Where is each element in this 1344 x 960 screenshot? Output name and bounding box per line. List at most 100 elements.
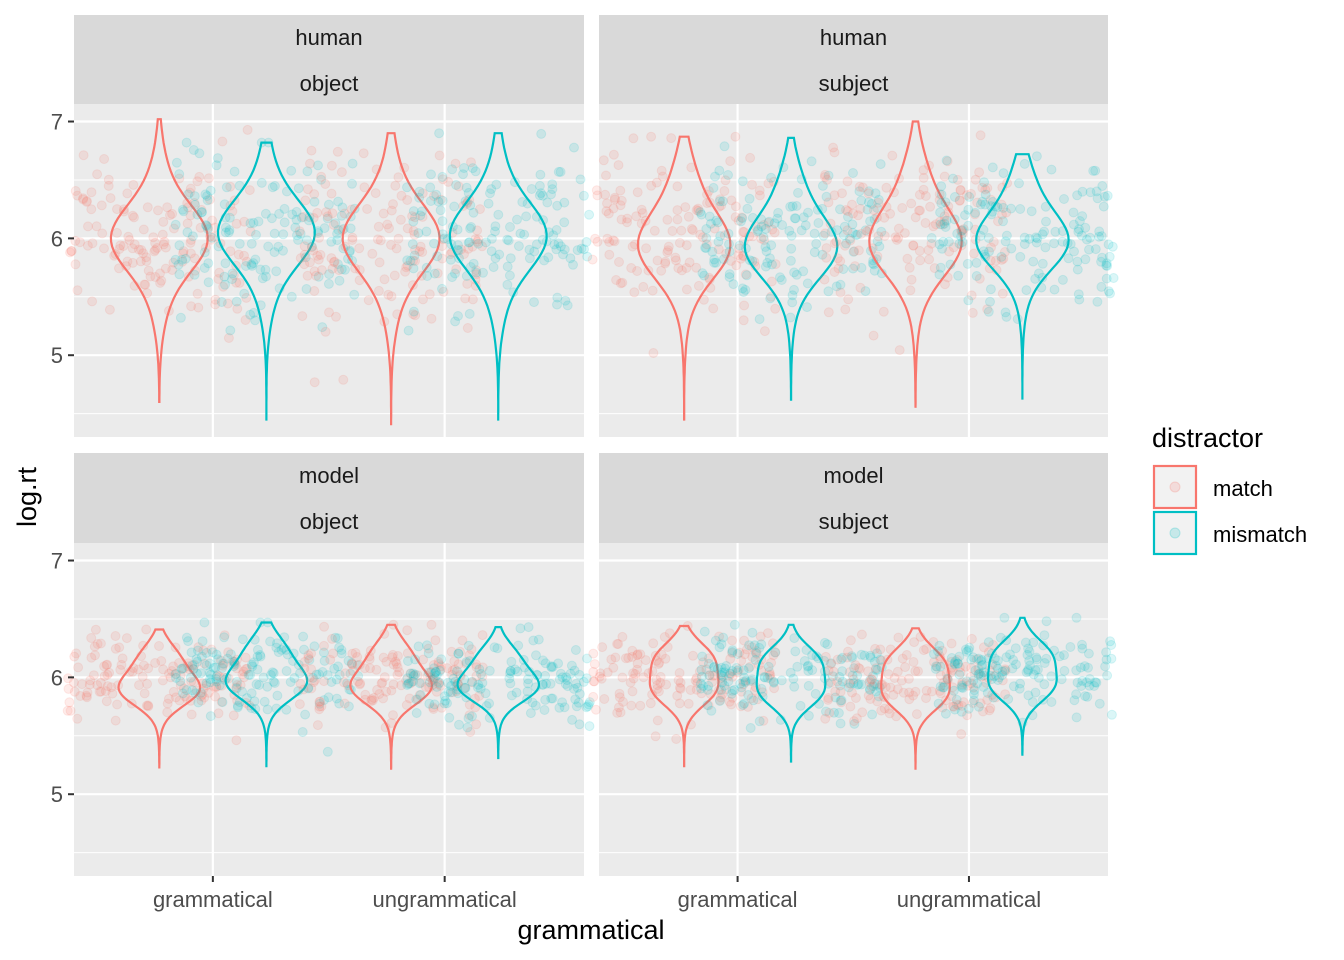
data-point bbox=[336, 167, 347, 178]
data-point bbox=[103, 180, 114, 191]
data-point bbox=[309, 377, 320, 388]
data-point bbox=[809, 247, 820, 258]
data-point bbox=[698, 681, 709, 691]
data-point bbox=[425, 182, 436, 193]
data-point bbox=[803, 665, 814, 676]
data-point bbox=[853, 662, 864, 673]
data-point bbox=[974, 273, 985, 284]
data-point bbox=[683, 698, 694, 709]
data-point bbox=[982, 694, 993, 705]
data-point bbox=[410, 256, 420, 266]
data-point bbox=[733, 664, 744, 675]
data-point bbox=[331, 693, 342, 704]
data-point bbox=[589, 659, 600, 670]
data-point bbox=[464, 237, 475, 248]
data-point bbox=[327, 263, 338, 274]
data-point bbox=[656, 649, 667, 660]
data-point bbox=[465, 727, 476, 737]
data-point bbox=[557, 697, 568, 708]
data-point bbox=[381, 686, 392, 697]
data-point bbox=[560, 295, 571, 306]
data-point bbox=[1108, 273, 1119, 283]
data-point bbox=[540, 670, 551, 681]
data-point bbox=[701, 224, 712, 234]
data-point bbox=[503, 235, 514, 246]
data-point bbox=[596, 673, 607, 684]
data-point bbox=[616, 214, 627, 225]
data-point bbox=[1039, 630, 1050, 641]
data-point bbox=[153, 205, 163, 216]
data-point bbox=[486, 246, 497, 257]
data-point bbox=[900, 662, 911, 673]
data-point bbox=[691, 205, 702, 215]
data-point bbox=[1046, 671, 1057, 682]
data-point bbox=[830, 692, 841, 703]
data-point bbox=[879, 212, 890, 223]
data-point bbox=[963, 645, 974, 656]
data-point bbox=[767, 224, 778, 235]
data-point bbox=[434, 150, 445, 161]
data-point bbox=[115, 664, 126, 675]
data-point bbox=[449, 656, 460, 667]
data-point bbox=[430, 667, 441, 678]
data-point bbox=[377, 677, 388, 688]
data-point bbox=[968, 248, 979, 259]
data-point bbox=[386, 239, 396, 250]
data-point bbox=[334, 265, 344, 276]
data-point bbox=[769, 227, 780, 238]
data-point bbox=[141, 700, 152, 711]
data-point bbox=[604, 237, 615, 247]
data-point bbox=[182, 218, 193, 229]
data-point bbox=[1006, 203, 1016, 214]
data-point bbox=[326, 188, 337, 199]
data-point bbox=[575, 174, 586, 185]
data-point bbox=[1057, 274, 1068, 285]
data-point bbox=[795, 700, 806, 711]
data-point bbox=[723, 228, 734, 239]
data-point bbox=[164, 668, 174, 679]
data-point bbox=[852, 670, 863, 681]
data-point bbox=[754, 314, 765, 325]
data-point bbox=[306, 145, 317, 156]
data-point bbox=[798, 212, 809, 223]
data-point bbox=[505, 668, 516, 679]
data-point bbox=[102, 669, 113, 680]
data-point bbox=[936, 198, 947, 209]
data-point bbox=[835, 287, 846, 298]
data-point bbox=[99, 661, 110, 672]
data-point bbox=[319, 695, 329, 706]
data-point bbox=[1077, 639, 1087, 650]
legend-key-match: match bbox=[1152, 464, 1273, 510]
data-point bbox=[240, 261, 251, 271]
data-point bbox=[705, 218, 716, 229]
data-point bbox=[1059, 194, 1069, 204]
data-point bbox=[985, 703, 996, 714]
data-point bbox=[349, 289, 360, 300]
data-point bbox=[766, 276, 777, 287]
jitter-points bbox=[926, 151, 1119, 324]
data-point bbox=[208, 662, 219, 673]
data-point bbox=[1071, 689, 1082, 700]
data-point bbox=[1080, 254, 1091, 265]
data-point bbox=[549, 239, 560, 250]
data-point bbox=[819, 172, 830, 182]
data-point bbox=[747, 627, 758, 638]
data-point bbox=[94, 686, 105, 697]
data-point bbox=[197, 636, 208, 647]
data-point bbox=[865, 694, 876, 704]
data-point bbox=[408, 668, 419, 679]
data-point bbox=[162, 698, 173, 709]
data-point bbox=[718, 254, 729, 265]
data-point bbox=[445, 687, 456, 698]
data-point bbox=[1032, 664, 1043, 675]
data-point bbox=[464, 308, 475, 319]
violin-match bbox=[341, 132, 441, 426]
data-point bbox=[452, 666, 462, 677]
data-point bbox=[703, 658, 714, 669]
data-point bbox=[174, 695, 185, 706]
data-point bbox=[466, 644, 477, 655]
data-point bbox=[186, 647, 197, 658]
data-point bbox=[1030, 665, 1041, 676]
data-point bbox=[865, 675, 876, 686]
